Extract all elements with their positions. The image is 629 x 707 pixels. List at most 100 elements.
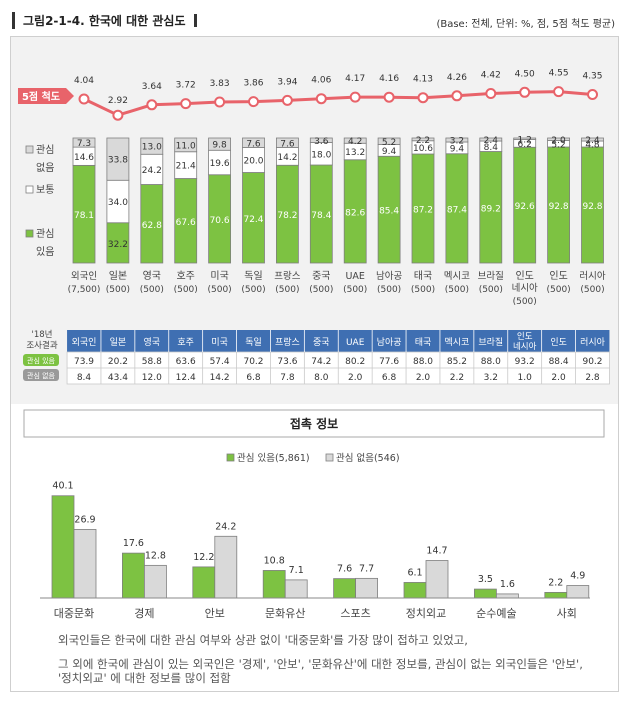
table-cell-no-interest: 14.2	[210, 373, 230, 383]
contact-value-no-interest: 7.1	[289, 565, 304, 576]
contact-value-no-interest: 1.6	[500, 579, 515, 590]
five-point-label: 5점 척도	[22, 90, 60, 103]
contact-bar-interest	[192, 566, 216, 599]
score-label: 2.92	[108, 96, 128, 106]
score-point	[281, 94, 293, 106]
bar-interest-label: 62.8	[142, 221, 162, 231]
bar-no-interest	[513, 137, 537, 140]
score-label: 4.35	[582, 72, 602, 82]
score-point	[180, 98, 192, 110]
score-label: 4.42	[481, 71, 501, 81]
table-cell-interest: 88.0	[481, 357, 501, 367]
base-note: (Base: 전체, 단위: %, 점, 5점 척도 평균)	[436, 19, 615, 30]
table-column-header: 미국	[211, 337, 228, 348]
contact-bar-no-interest	[355, 577, 379, 599]
score-label: 3.83	[210, 79, 230, 89]
bar-no-interest	[72, 137, 96, 148]
bar-interest-label: 87.4	[447, 205, 467, 215]
row-no-interest-badge	[23, 369, 59, 381]
bar-no-interest-label: 13.0	[142, 143, 162, 153]
table-column-header: 인도	[550, 337, 567, 348]
bar-interest-label: 32.2	[108, 240, 128, 250]
table-cell-interest: 77.6	[379, 357, 399, 367]
table-cell-interest: 73.6	[277, 357, 297, 367]
table-cell-interest: 20.2	[108, 357, 128, 367]
contact-value-interest: 3.5	[478, 574, 493, 585]
table-cell-interest: 63.6	[176, 357, 196, 367]
score-point	[451, 90, 463, 102]
contact-bar-interest	[262, 570, 286, 599]
contact-value-no-interest: 7.7	[359, 563, 374, 574]
category-label: 브라질	[478, 270, 504, 282]
table-column-header: 호주	[177, 337, 194, 348]
table-cell-no-interest: 3.2	[484, 373, 498, 383]
score-line-chart: 5점 척도 4.04 2.92 3.64 3.72 3.83 3.86 3.94 4.06 4.1…	[18, 69, 603, 121]
table-cell-interest: 88.4	[549, 357, 569, 367]
note-line-1: 외국인들은 한국에 대한 관심 여부와 상관 없이 '대중문화'를 가장 많이 …	[58, 633, 468, 647]
score-label: 3.64	[142, 82, 162, 92]
score-point	[349, 91, 361, 103]
bar-interest-label: 87.2	[413, 206, 433, 216]
bar-interest-label: 82.6	[345, 208, 365, 218]
contact-value-no-interest: 4.9	[570, 571, 585, 582]
table-column-header: 인도	[517, 331, 533, 342]
bar-no-interest	[174, 137, 198, 153]
table-cell-interest: 73.9	[74, 357, 94, 367]
table-column-header: 독일	[245, 337, 262, 348]
table-column-header: 중국	[313, 337, 330, 348]
bar-no-interest-label: 7.6	[280, 139, 295, 149]
contact-legend-interest-label: 관심 있음(5,861)	[237, 452, 310, 464]
contact-bar-interest	[473, 588, 497, 599]
contact-category-label: 경제	[134, 607, 154, 620]
bar-no-interest	[140, 137, 164, 155]
bar-no-interest-label: 33.8	[108, 156, 128, 166]
bar-neutral-label: 9.4	[450, 144, 465, 154]
contact-category-label: 스포츠	[340, 607, 370, 620]
bar-no-interest	[377, 137, 401, 145]
category-sample-size: (7,500)	[68, 285, 101, 295]
contact-value-interest: 10.8	[264, 555, 285, 566]
contact-bar-no-interest	[73, 529, 97, 599]
survey-2018-label: 조사결과	[26, 340, 57, 351]
table-cell-no-interest: 2.8	[585, 373, 600, 383]
legend-interest-label: 있음	[36, 246, 54, 258]
bar-no-interest-label: 9.8	[212, 141, 227, 151]
bar-no-interest-label: 1.2	[518, 135, 532, 145]
contact-title: 접촉 정보	[290, 416, 338, 431]
table-cell-interest: 57.4	[210, 357, 230, 367]
bar-interest-label: 78.2	[277, 211, 297, 221]
category-sample-size: (500)	[106, 285, 130, 295]
score-label: 4.26	[447, 73, 467, 83]
table-cell-no-interest: 2.2	[450, 373, 464, 383]
contact-bar-no-interest	[214, 535, 238, 599]
contact-value-interest: 6.1	[407, 567, 422, 578]
bar-no-interest	[445, 137, 469, 143]
table-cell-interest: 58.8	[142, 357, 162, 367]
legend-no-interest-swatch	[25, 145, 34, 154]
category-sample-size: (500)	[445, 285, 469, 295]
bar-neutral-label: 18.0	[311, 150, 331, 160]
category-label: 네시아	[512, 283, 538, 294]
row-no-interest-badge-label: 관심 없음	[27, 371, 56, 380]
five-point-label-arrow	[18, 88, 74, 104]
bar-interest-label: 78.4	[311, 211, 331, 221]
category-label: 영국	[143, 270, 161, 282]
bar-neutral-label: 20.0	[243, 157, 263, 167]
table-cell-interest: 70.2	[243, 357, 263, 367]
table-cell-interest: 93.2	[515, 357, 535, 367]
category-sample-size: (500)	[546, 285, 570, 295]
table-cell-no-interest: 6.8	[246, 373, 261, 383]
table-column-header: 러시아	[580, 337, 606, 348]
bar-interest-label: 85.4	[379, 207, 399, 217]
category-label: 인도	[549, 270, 567, 282]
score-label: 4.17	[345, 74, 365, 84]
category-label: 미국	[210, 270, 228, 282]
table-cell-interest: 90.2	[582, 357, 602, 367]
category-sample-size: (500)	[309, 285, 333, 295]
contact-bar-interest	[544, 591, 568, 599]
bar-no-interest	[479, 137, 503, 142]
category-sample-size: (500)	[377, 285, 401, 295]
